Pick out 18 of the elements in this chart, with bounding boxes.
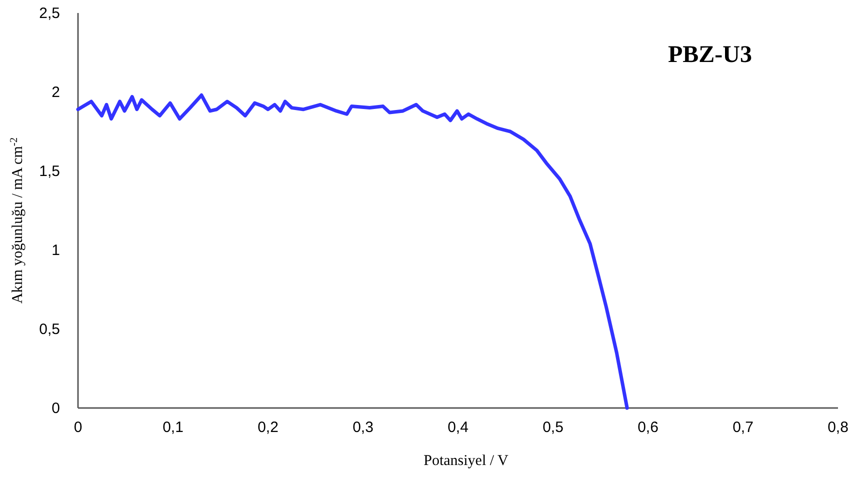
y-tick-label: 2,5 xyxy=(39,5,60,22)
x-tick-label: 0,4 xyxy=(448,419,468,436)
y-tick-label: 0 xyxy=(52,400,60,417)
x-axis-title: Potansiyel / V xyxy=(424,453,509,469)
x-tick-label: 0,3 xyxy=(352,419,374,436)
x-tick-label: 0 xyxy=(74,419,82,436)
y-tick-label: 2 xyxy=(52,84,60,101)
line-series xyxy=(76,93,629,410)
x-tick-label: 0,8 xyxy=(828,419,848,436)
text: PBZ-U3 xyxy=(668,42,752,68)
y-tick-label: 1,5 xyxy=(39,163,60,180)
y-tick-label: 0,5 xyxy=(39,321,60,338)
x-tick-label: 0,6 xyxy=(638,419,658,436)
x-tick-label: 0,5 xyxy=(542,419,564,436)
x-tick-label: 0,1 xyxy=(162,419,184,436)
x-tick-label: 0,7 xyxy=(732,419,754,436)
y-tick-label: 1 xyxy=(52,242,60,259)
x-tick-label: 0,2 xyxy=(258,419,278,436)
